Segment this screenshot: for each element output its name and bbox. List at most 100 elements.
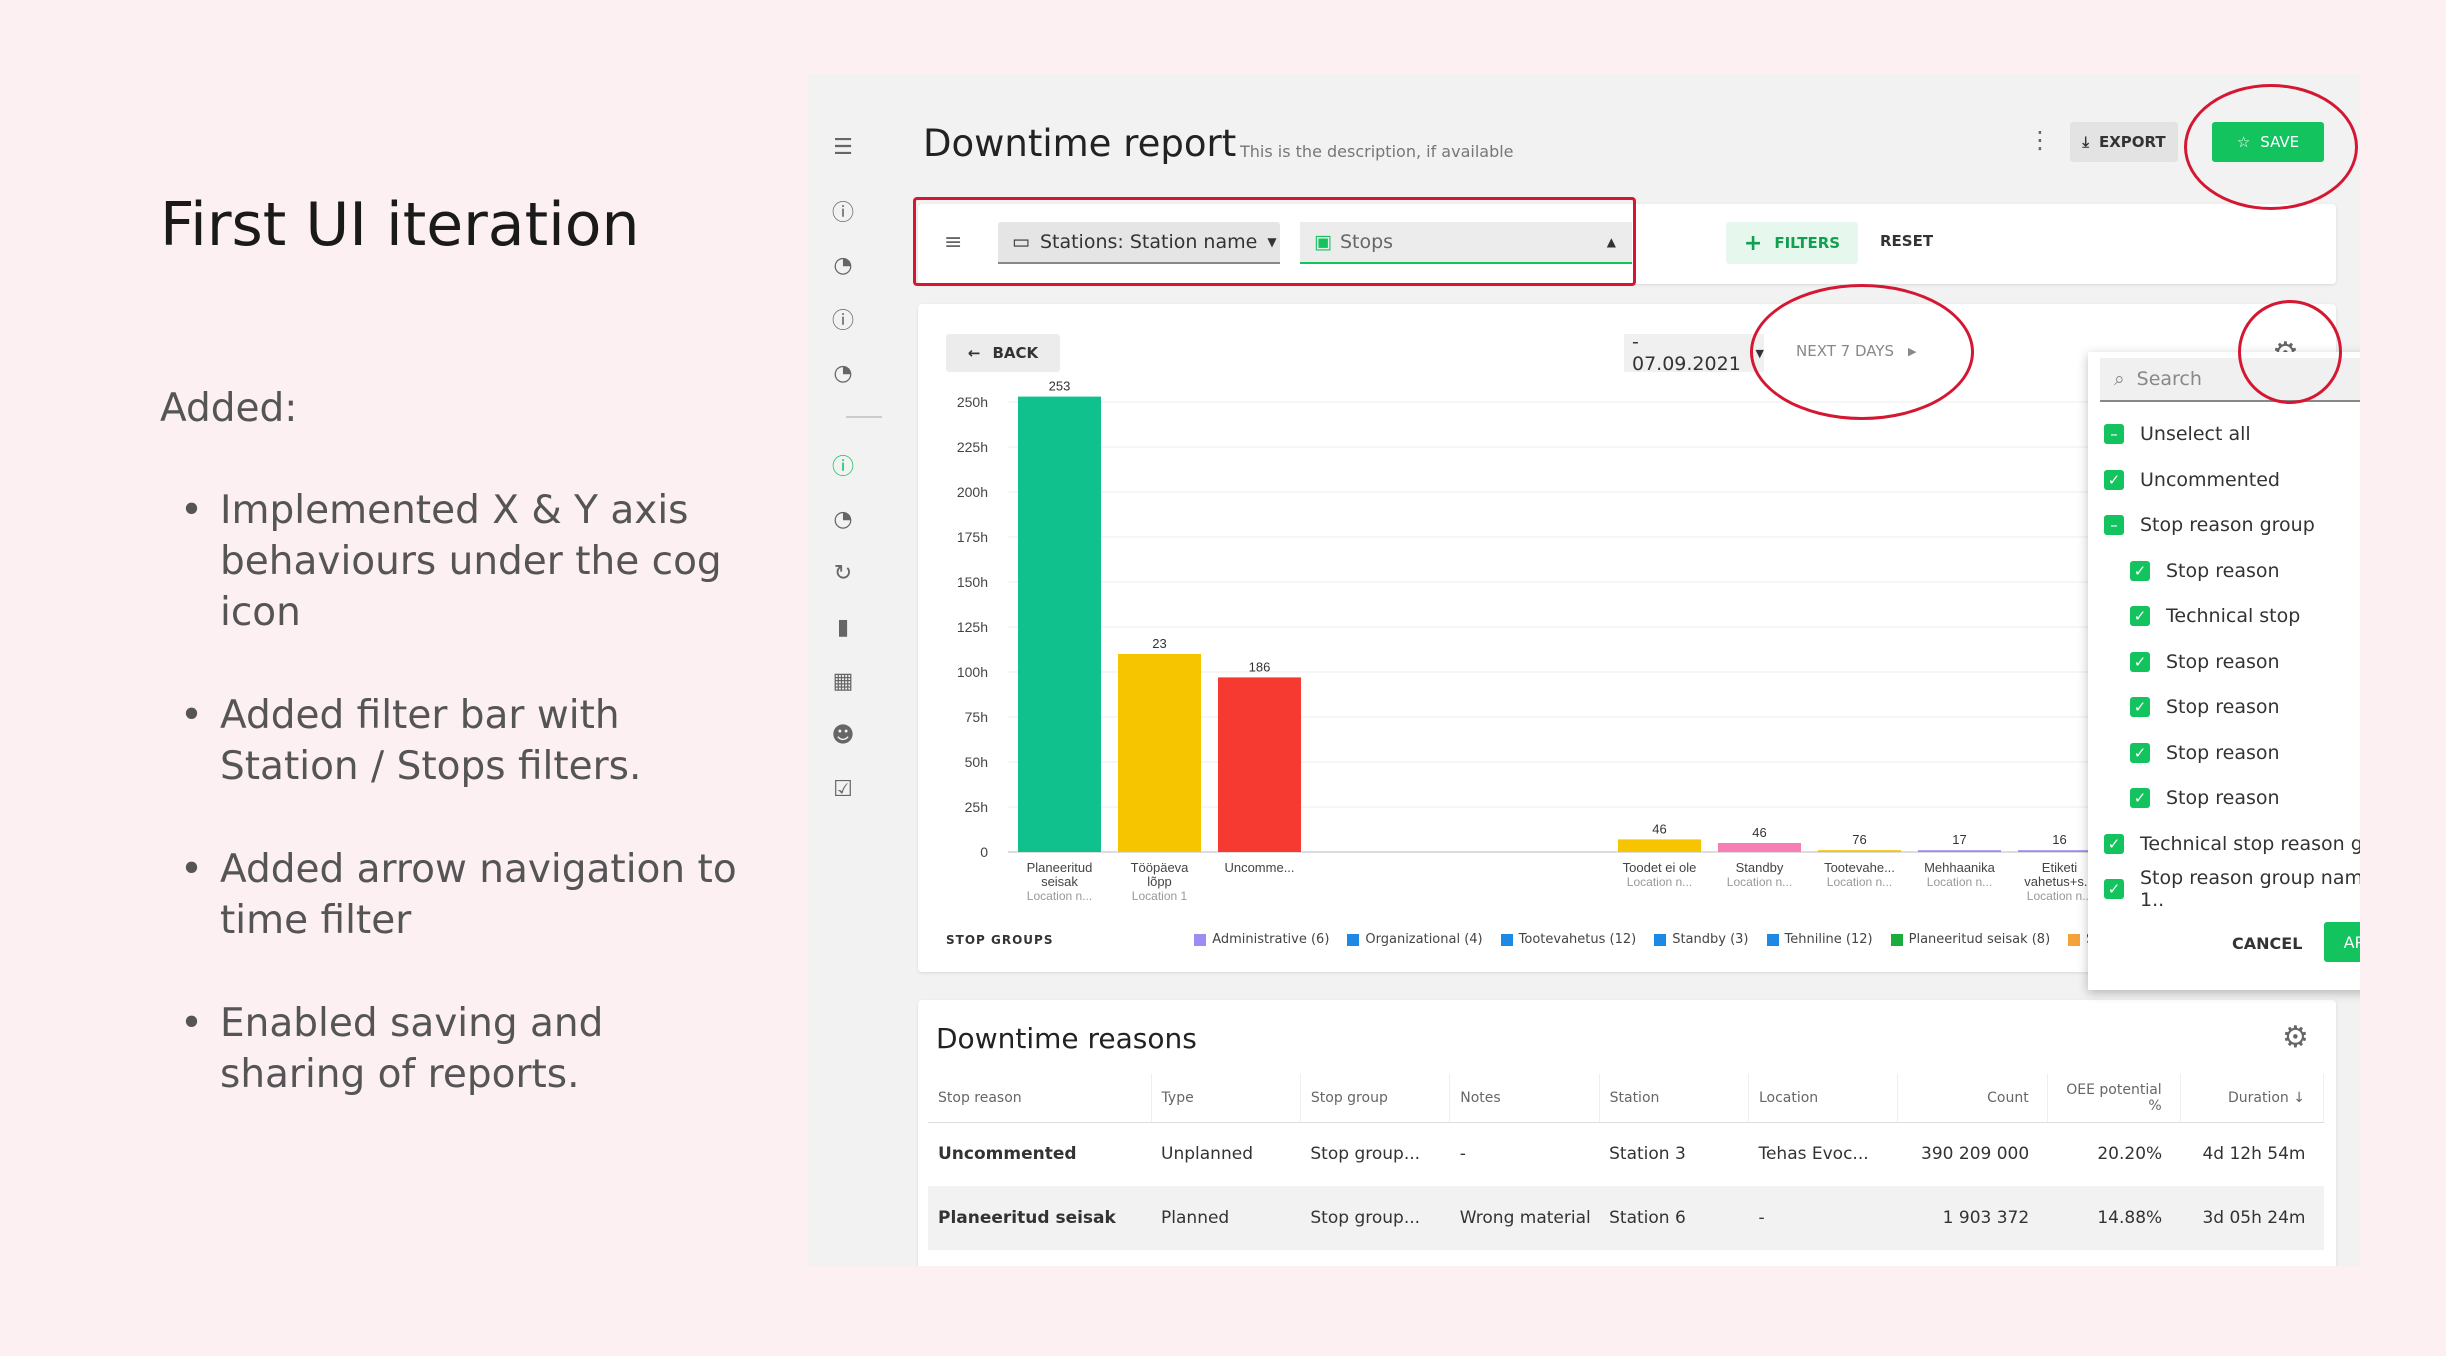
checkbox-checked-icon[interactable]: ✓ [2130,651,2150,672]
column-header[interactable]: Stop group [1300,1074,1451,1123]
stops-option[interactable]: ✓ Technical stop [2130,598,2360,634]
x-tick-label: Tööpäeva [1131,860,1190,875]
checkbox-icon[interactable]: ☑ [833,776,853,802]
stops-option-label: Stop reason [2166,787,2280,809]
checkbox-checked-icon[interactable]: ✓ [2130,606,2150,626]
legend-swatch [1194,933,1207,946]
gauge-icon[interactable]: ◔ [833,360,853,386]
stops-select-label: Stops [1339,231,1394,253]
checkbox-checked-icon[interactable]: ✓ [2104,879,2124,899]
column-header[interactable]: Notes [1449,1074,1600,1123]
column-header[interactable]: Count [1897,1074,2048,1123]
apply-button[interactable]: APPLY [2324,922,2360,962]
page-description: This is the description, if available [1240,142,1514,161]
stops-option[interactable]: ✓Stop reason group name 1..﹀ [2104,867,2360,911]
column-header[interactable]: Location [1748,1074,1899,1123]
stops-option[interactable]: – Unselect all [2104,416,2360,452]
help-icon[interactable]: ⓘ [831,309,854,334]
legend-item: Planeeritud seisak (8) [1890,932,2050,947]
back-button[interactable]: ← BACK [946,334,1060,372]
reset-button[interactable]: RESET [1880,232,1934,250]
calendar-icon[interactable]: ▦ [832,668,854,694]
bullet-item: Added arrow navigation to time filter [180,844,740,946]
cancel-button[interactable]: CANCEL [2232,934,2303,953]
table-settings-cog-icon[interactable]: ⚙ [2282,1020,2309,1055]
add-filters-button[interactable]: + FILTERS [1726,222,1858,264]
legend-label: Organizational (4) [1365,932,1483,947]
stops-select[interactable]: ▣ Stops ▲ [1300,222,1632,264]
checkbox-checked-icon[interactable]: ✓ [2104,833,2124,854]
stops-option[interactable]: ✓ Stop reason [2130,553,2360,589]
more-options-icon[interactable]: ⋮ [2028,126,2052,154]
station-select[interactable]: ▭ Stations: Station name ▼ [998,222,1280,264]
x-tick-label: Toodet ei ole [1623,860,1697,875]
legend-item: Standby (3) [1654,932,1749,947]
stops-option[interactable]: ✓ Stop reason [2130,644,2360,680]
date-range-select[interactable]: - 07.09.2021 ▼ [1624,331,1764,375]
table-header-row: Stop reason Type Stop group Notes Station Loc… [928,1074,2325,1123]
column-header[interactable]: Station [1599,1074,1749,1123]
legend-item: Tootevahetus (12) [1500,932,1636,947]
x-tick-label: Etiketi [2042,860,2078,875]
checkbox-partial-icon[interactable]: – [2104,515,2124,535]
column-header[interactable]: OEE potential % [2047,1074,2181,1123]
bar-chart-icon[interactable]: ▮ [836,614,850,640]
help-icon[interactable]: ⓘ [831,201,854,226]
column-header[interactable]: Stop reason [928,1074,1152,1123]
stops-option-label: Stop reason [2166,559,2280,582]
comment-icon: ▣ [1314,231,1332,253]
x-tick-label: Mehhaanika [1924,860,1996,875]
checkbox-checked-icon[interactable]: ✓ [2130,697,2150,717]
stops-option[interactable]: ✓ Stop reason [2130,689,2360,725]
column-header[interactable]: Duration ↓ [2180,1074,2325,1123]
stops-option[interactable]: –Stop reason group︿ [2104,507,2360,543]
stops-option[interactable]: ✓ Stop reason [2130,735,2360,771]
bar-data-label: 46 [1652,821,1666,836]
bullet-item: Enabled saving and sharing of reports. [180,998,740,1100]
monitor-icon: ▭ [1012,231,1030,253]
plus-icon: + [1743,230,1763,256]
checkbox-checked-icon[interactable]: ✓ [2130,788,2150,808]
bar [1118,654,1201,852]
checkbox-checked-icon[interactable]: ✓ [2104,469,2124,490]
menu-collapse-icon[interactable]: ☰ [833,134,853,160]
next-period-label: NEXT 7 DAYS [1796,342,1895,360]
checkbox-checked-icon[interactable]: ✓ [2130,560,2150,581]
stops-search-input[interactable]: ⌕ Search [2100,358,2360,402]
star-icon: ☆ [2236,133,2251,151]
stops-option[interactable]: ✓ Uncommented [2104,462,2360,498]
stops-option-label: Stop reason [2166,696,2280,718]
table-row[interactable]: Uncommented Unplanned Stop group... - Statio… [928,1122,2324,1186]
y-tick-label: 200h [957,484,988,500]
station-select-label: Stations: Station name [1039,231,1258,253]
checkbox-partial-icon[interactable]: – [2104,424,2124,444]
y-tick-label: 25h [965,799,988,815]
checkbox-checked-icon[interactable]: ✓ [2130,742,2150,763]
stops-option-label: Uncommented [2140,468,2280,491]
legend-swatch [1890,933,1903,946]
gauge-icon[interactable]: ◔ [833,252,853,278]
next-period-button[interactable]: NEXT 7 DAYS ▶ [1796,342,1917,360]
bar-data-label: 186 [1249,659,1271,674]
stops-option[interactable]: ✓Technical stop reason gro...﹀ [2104,826,2360,862]
help-active-icon[interactable]: ⓘ [831,455,854,480]
column-header[interactable]: Type [1151,1074,1301,1123]
export-button[interactable]: ⤓ EXPORT [2070,122,2178,162]
date-range-label: - 07.09.2021 [1632,331,1741,375]
legend-item: Administrative (6) [1194,932,1329,947]
table-row[interactable]: Planeeritud seisak Planned Stop group... Wr… [928,1186,2324,1250]
legend-title: STOP GROUPS [946,932,1054,947]
people-icon[interactable]: ☻ [831,722,855,748]
legend-label: Tehniline (12) [1784,932,1873,947]
save-button[interactable]: ☆ SAVE [2212,122,2324,162]
cycle-icon[interactable]: ↻ [833,560,853,586]
legend-swatch [1766,933,1779,946]
y-tick-label: 175h [957,529,988,545]
filter-icon[interactable]: ≡ [944,230,963,255]
stops-option[interactable]: ✓ Stop reason [2130,780,2360,816]
downtime-reasons-card: Downtime reasons ⚙ Stop reason Type Stop g… [918,1000,2336,1266]
bar [2018,850,2101,852]
gauge-icon[interactable]: ◔ [833,506,853,532]
table-cell: - [1748,1186,1898,1250]
back-label: BACK [992,344,1039,362]
